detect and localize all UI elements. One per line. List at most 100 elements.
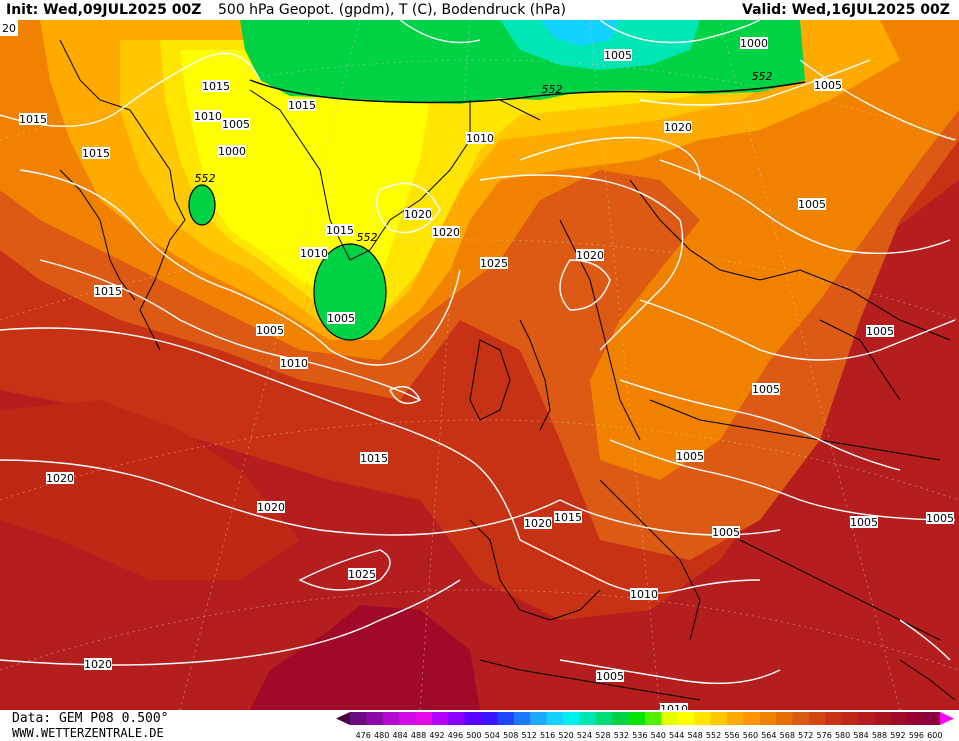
isobar-label: 1010 [630,588,658,601]
isobar-labels: 1015101010051000101510101015101510201005… [19,37,954,710]
svg-text:1005: 1005 [926,512,954,525]
svg-text:1000: 1000 [740,37,768,50]
colorbar-swatch [595,712,613,725]
colorbar-swatch [890,712,908,725]
isobar-label: 1005 [222,118,250,131]
svg-text:1015: 1015 [554,511,582,524]
colorbar-tick-label: 556 [724,731,739,740]
isobar-label: 1005 [676,450,704,463]
colorbar-tick-label: 572 [798,731,813,740]
svg-text:1010: 1010 [194,110,222,123]
init-time-label: Init: Wed,09JUL2025 00Z [6,2,202,18]
isobar-label: 1015 [554,511,582,524]
colorbar-swatch [546,712,564,725]
isobar-label: 1005 [256,324,284,337]
isobar-label: 1020 [664,121,692,134]
colorbar-tick-label: 564 [761,731,776,740]
colorbar-swatch [923,712,941,725]
svg-text:1020: 1020 [257,501,285,514]
colorbar-tick-label: 516 [540,731,555,740]
colorbar-arrow-right [940,712,954,725]
colorbar-tick-label: 512 [522,731,537,740]
colorbar-swatch [563,712,580,725]
colorbar-arrow-left [336,712,350,725]
svg-text:1010: 1010 [660,703,688,710]
colorbar-tick-label: 496 [448,731,463,740]
valid-time-label: Valid: Wed,16JUL2025 00Z [742,2,950,18]
colorbar-tick-label: 568 [780,731,795,740]
isobar-label: 1020 [432,226,460,239]
isobars [0,20,956,685]
isobar-label: 1005 [712,526,740,539]
svg-text:1020: 1020 [84,658,112,671]
colorbar-tick-label: 580 [835,731,850,740]
geopotential-contours [249,79,806,104]
isobar-label: 1005 [327,312,355,325]
isobar-label: 1020 [404,208,432,221]
colorbar-swatch [808,712,826,725]
colorbar-tick-label: 492 [429,731,444,740]
geopot-label: 552 [195,172,216,185]
colorbar-swatch [382,712,400,725]
colorbar-tick-label: 588 [872,731,887,740]
colorbar-swatch [350,712,367,725]
isobar-label: 1015 [326,224,354,237]
svg-text:1025: 1025 [348,568,376,581]
geopot-labels: 552 552 552 552 [195,70,773,244]
colorbar-swatch [431,712,449,725]
svg-text:1005: 1005 [327,312,355,325]
colorbar-tick-label: 552 [706,731,721,740]
svg-text:1005: 1005 [850,516,878,529]
svg-text:1020: 1020 [524,517,552,530]
svg-text:1020: 1020 [404,208,432,221]
colorbar-swatch [481,712,498,725]
isobar-label: 1005 [926,512,954,525]
isobar-label: 1010 [300,247,328,260]
colorbar-swatch [661,712,679,725]
colorbar-swatch [874,712,892,725]
isobar-label: 1020 [576,249,604,262]
colorbar-tick-label: 480 [374,731,389,740]
colorbar-tick-label: 484 [392,731,407,740]
colorbar-tick-label: 476 [356,731,371,740]
isobar-label: 1005 [596,670,624,683]
colorbar-swatch [366,712,384,725]
isobar-label: 1010 [280,357,308,370]
isobar-label: 1010 [660,703,688,710]
isobar-label: 1015 [94,285,122,298]
colorbar-tick-label: 536 [632,731,647,740]
chart-title: 500 hPa Geopot. (gpdm), T (C), Bodendruc… [218,2,566,18]
svg-text:1005: 1005 [222,118,250,131]
svg-text:1005: 1005 [752,383,780,396]
svg-text:1025: 1025 [480,257,508,270]
isobar-label: 1025 [480,257,508,270]
isobar-label: 1015 [202,80,230,93]
svg-text:1015: 1015 [19,113,47,126]
svg-text:1020: 1020 [664,121,692,134]
colorbar-swatch [677,712,695,725]
isobar-label: 1005 [850,516,878,529]
colorbar-swatch [530,712,548,725]
svg-text:1010: 1010 [280,357,308,370]
svg-text:1015: 1015 [94,285,122,298]
svg-text:1020: 1020 [46,472,74,485]
isobar-label: 1000 [218,145,246,158]
colorbar-swatch [628,712,646,725]
corner-label: 20 [2,22,16,35]
colorbar-swatch [399,712,417,725]
colorbar-tick-label: 520 [558,731,573,740]
svg-text:1005: 1005 [712,526,740,539]
svg-text:1005: 1005 [814,79,842,92]
colorbar-swatch [415,712,433,725]
svg-text:1000: 1000 [218,145,246,158]
coastlines [59,39,956,701]
colorbar-swatch [612,712,630,725]
svg-text:1005: 1005 [798,198,826,211]
svg-text:1005: 1005 [596,670,624,683]
geopot-label: 552 [357,231,378,244]
colorbar-swatch [726,712,744,725]
colorbar-swatch [464,712,482,725]
isobar-label: 1020 [257,501,285,514]
colorbar-swatch [776,712,793,725]
isobar-label: 1005 [752,383,780,396]
